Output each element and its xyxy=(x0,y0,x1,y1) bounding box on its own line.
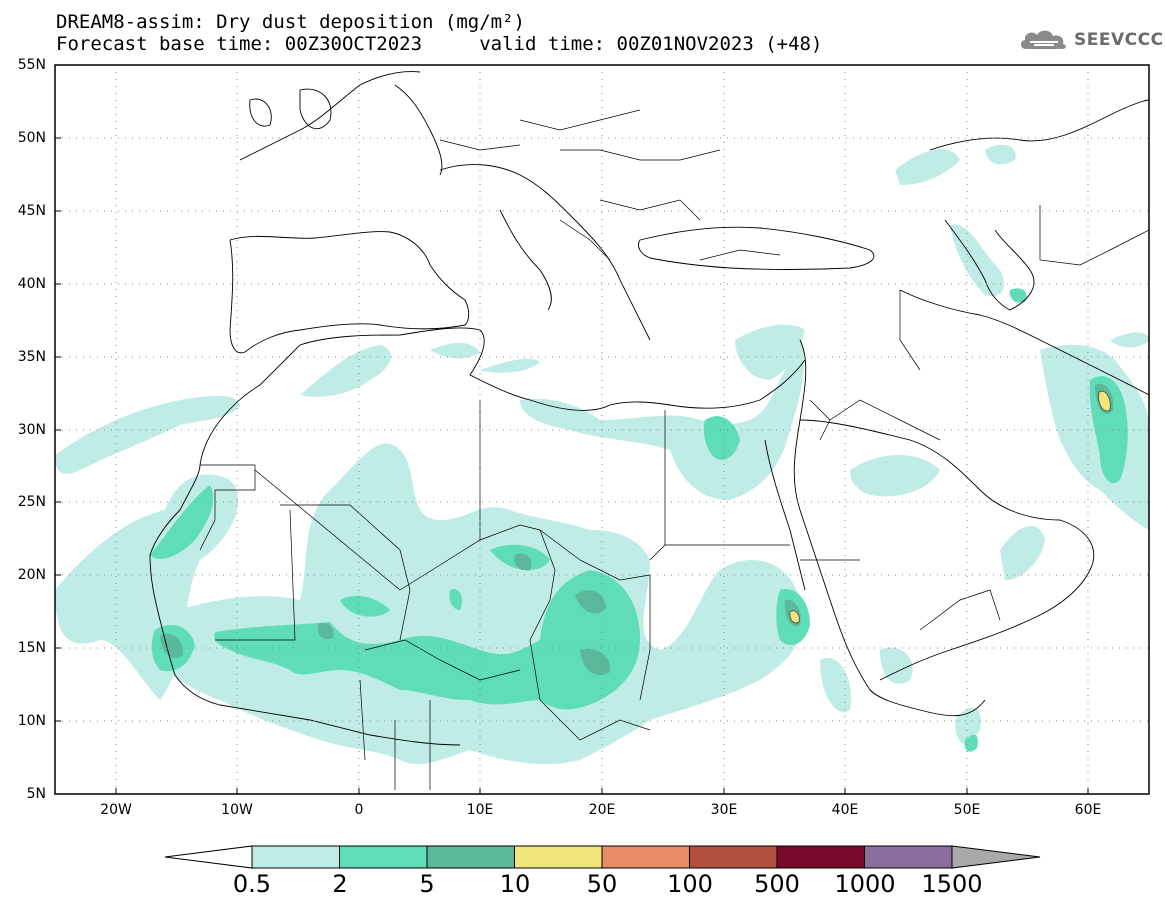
lon-label: 50E xyxy=(953,802,981,818)
logo-text: SEEVCCC xyxy=(1074,30,1164,50)
lat-label: 50N xyxy=(17,130,46,146)
axis-ticks xyxy=(55,137,1089,794)
map-subtitle: Forecast base time: 00Z30OCT2023 valid t… xyxy=(56,33,823,55)
cloud-icon xyxy=(1020,30,1066,49)
legend-label: 50 xyxy=(586,870,618,898)
lon-label: 40E xyxy=(831,802,859,818)
shade-0.5 xyxy=(55,144,1149,765)
country-borders xyxy=(199,109,1149,790)
legend-label: 100 xyxy=(667,870,713,898)
seevccc-logo: SEEVCCC xyxy=(1018,27,1164,53)
legend-label: 10 xyxy=(499,870,531,898)
lat-label: 15N xyxy=(17,640,46,656)
lon-label: 10E xyxy=(466,802,494,818)
lon-label: 20W xyxy=(100,802,132,818)
dust-deposition-field xyxy=(55,65,1149,794)
lat-label: 55N xyxy=(17,57,46,73)
lat-label: 35N xyxy=(17,349,46,365)
graticule xyxy=(55,65,1149,794)
lat-label: 20N xyxy=(17,567,46,583)
lon-label: 20E xyxy=(588,802,616,818)
lon-label: 60E xyxy=(1074,802,1102,818)
legend-label: 1500 xyxy=(921,870,983,898)
lat-label: 5N xyxy=(26,786,46,802)
legend-label: 500 xyxy=(754,870,800,898)
shade-2 xyxy=(150,288,1128,752)
map-title: DREAM8-assim: Dry dust deposition (mg/m²… xyxy=(56,11,525,33)
legend-label: 1000 xyxy=(834,870,896,898)
legend-label: 0.5 xyxy=(232,870,272,898)
lat-label: 40N xyxy=(17,276,46,292)
shade-10 xyxy=(789,390,1111,624)
lat-label: 10N xyxy=(17,713,46,729)
lon-label: 10W xyxy=(221,802,253,818)
coastlines xyxy=(149,71,1149,746)
legend-label: 5 xyxy=(419,870,435,898)
lat-label: 45N xyxy=(17,203,46,219)
lat-label: 25N xyxy=(17,494,46,510)
lat-label: 30N xyxy=(17,422,46,438)
lon-label: 0 xyxy=(354,802,364,818)
lon-label: 30E xyxy=(710,802,738,818)
legend-label: 2 xyxy=(332,870,348,898)
